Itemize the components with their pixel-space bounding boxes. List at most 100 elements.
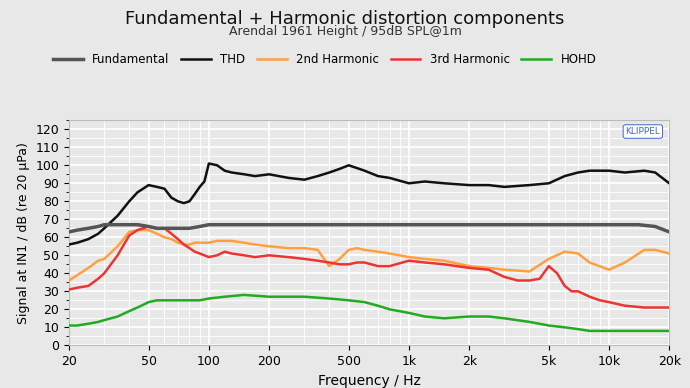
THD bbox=[284, 175, 293, 180]
3rd Harmonic bbox=[65, 287, 73, 292]
THD bbox=[84, 237, 92, 241]
Line: HOHD: HOHD bbox=[69, 295, 669, 331]
THD bbox=[560, 174, 569, 178]
THD bbox=[586, 168, 594, 173]
Fundamental bbox=[665, 230, 673, 234]
HOHD bbox=[605, 329, 613, 333]
Fundamental bbox=[344, 222, 353, 227]
HOHD bbox=[560, 325, 569, 330]
Fundamental bbox=[167, 226, 175, 230]
HOHD bbox=[500, 316, 509, 320]
Fundamental bbox=[234, 222, 242, 227]
HOHD bbox=[465, 314, 473, 319]
2nd Harmonic bbox=[651, 248, 660, 252]
Fundamental bbox=[405, 222, 413, 227]
Fundamental bbox=[133, 222, 141, 227]
THD bbox=[174, 199, 182, 204]
THD bbox=[228, 170, 236, 175]
Fundamental bbox=[500, 222, 509, 227]
HOHD bbox=[586, 329, 594, 333]
THD bbox=[465, 183, 473, 187]
THD bbox=[200, 179, 208, 184]
Fundamental bbox=[195, 224, 204, 229]
HOHD bbox=[325, 296, 333, 301]
Fundamental bbox=[386, 222, 394, 227]
THD bbox=[65, 242, 73, 247]
Text: KLIPPEL: KLIPPEL bbox=[625, 127, 660, 136]
Fundamental bbox=[325, 222, 333, 227]
HOHD bbox=[265, 294, 273, 299]
HOHD bbox=[84, 321, 92, 326]
THD bbox=[195, 185, 204, 189]
THD bbox=[640, 168, 649, 173]
3rd Harmonic bbox=[621, 303, 629, 308]
THD bbox=[313, 174, 322, 178]
Line: THD: THD bbox=[69, 163, 669, 244]
2nd Harmonic bbox=[200, 241, 208, 245]
THD bbox=[344, 163, 353, 168]
HOHD bbox=[152, 298, 161, 303]
Fundamental bbox=[160, 226, 168, 230]
Fundamental bbox=[544, 222, 553, 227]
HOHD bbox=[300, 294, 308, 299]
THD bbox=[421, 179, 429, 184]
HOHD bbox=[405, 310, 413, 315]
HOHD bbox=[186, 298, 194, 303]
THD bbox=[325, 170, 333, 175]
Fundamental bbox=[84, 226, 92, 230]
THD bbox=[179, 201, 188, 205]
THD bbox=[440, 181, 449, 185]
2nd Harmonic bbox=[386, 251, 394, 256]
HOHD bbox=[113, 314, 121, 319]
3rd Harmonic bbox=[665, 305, 673, 310]
2nd Harmonic bbox=[65, 278, 73, 283]
Fundamental bbox=[152, 226, 161, 230]
HOHD bbox=[421, 314, 429, 319]
HOHD bbox=[133, 305, 141, 310]
Fundamental bbox=[421, 222, 429, 227]
THD bbox=[152, 185, 161, 189]
THD bbox=[360, 168, 368, 173]
HOHD bbox=[160, 298, 168, 303]
Fundamental bbox=[100, 222, 108, 227]
Fundamental bbox=[186, 226, 194, 230]
THD bbox=[374, 174, 382, 178]
HOHD bbox=[73, 323, 81, 328]
Fundamental bbox=[94, 224, 102, 229]
Fundamental bbox=[651, 224, 660, 229]
THD bbox=[500, 185, 509, 189]
Fundamental bbox=[300, 222, 308, 227]
X-axis label: Frequency / Hz: Frequency / Hz bbox=[317, 374, 421, 388]
THD bbox=[251, 174, 259, 178]
THD bbox=[484, 183, 493, 187]
Fundamental bbox=[108, 222, 117, 227]
Fundamental bbox=[256, 222, 264, 227]
THD bbox=[665, 181, 673, 185]
THD bbox=[605, 168, 613, 173]
3rd Harmonic bbox=[586, 294, 594, 299]
3rd Harmonic bbox=[640, 305, 649, 310]
Fundamental bbox=[73, 228, 81, 232]
HOHD bbox=[174, 298, 182, 303]
THD bbox=[94, 231, 102, 236]
Text: Fundamental + Harmonic distortion components: Fundamental + Harmonic distortion compon… bbox=[126, 10, 564, 28]
THD bbox=[144, 183, 152, 187]
Line: 3rd Harmonic: 3rd Harmonic bbox=[69, 227, 669, 308]
THD bbox=[125, 199, 133, 204]
HOHD bbox=[440, 316, 449, 320]
HOHD bbox=[221, 294, 229, 299]
THD bbox=[300, 177, 308, 182]
HOHD bbox=[195, 298, 204, 303]
THD bbox=[113, 213, 121, 218]
THD bbox=[73, 241, 81, 245]
HOHD bbox=[240, 293, 248, 297]
THD bbox=[213, 163, 221, 168]
HOHD bbox=[374, 303, 382, 308]
THD bbox=[574, 170, 582, 175]
Fundamental bbox=[374, 222, 382, 227]
THD bbox=[221, 168, 229, 173]
Fundamental bbox=[144, 224, 152, 229]
HOHD bbox=[544, 323, 553, 328]
THD bbox=[265, 172, 273, 177]
Fundamental bbox=[284, 222, 293, 227]
